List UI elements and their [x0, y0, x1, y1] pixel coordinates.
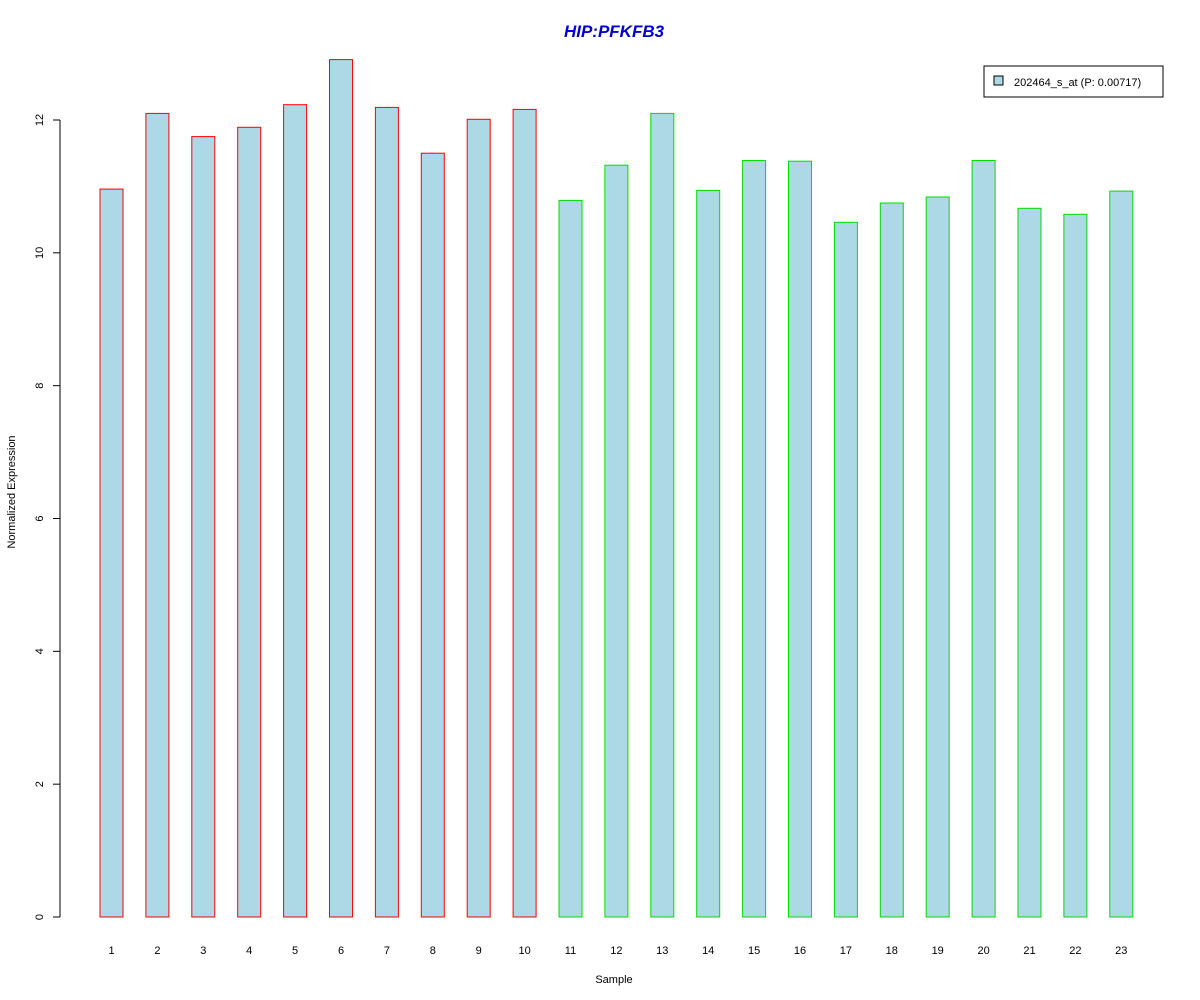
- y-tick-label: 10: [34, 247, 46, 259]
- bar-sample-1: [99, 188, 124, 918]
- x-tick-label: 9: [476, 945, 482, 957]
- bar-sample-7: [374, 106, 399, 918]
- x-tick-label: 12: [610, 945, 622, 957]
- bar-sample-16: [788, 160, 812, 918]
- bar-sample-22: [1063, 213, 1088, 918]
- y-tick-label: 12: [34, 114, 46, 126]
- bar-sample-18: [879, 202, 904, 918]
- bar-sample-10: [512, 108, 537, 918]
- bar-sample-6: [329, 59, 353, 918]
- y-axis-label: Normalized Expression: [6, 435, 18, 548]
- y-tick-label: 2: [34, 781, 46, 787]
- bar-sample-12: [604, 164, 629, 918]
- x-tick-label: 16: [794, 945, 806, 957]
- chart-title: HIP:PFKFB3: [564, 22, 665, 41]
- legend-swatch: [993, 75, 1004, 86]
- legend-box: [983, 65, 1164, 98]
- x-tick-label: 21: [1023, 945, 1035, 957]
- bar-sample-17: [833, 221, 858, 918]
- x-tick-label: 17: [840, 945, 852, 957]
- bar-sample-23: [1109, 190, 1134, 918]
- y-tick-label: 6: [34, 515, 46, 521]
- bar-sample-8: [420, 152, 445, 918]
- bar-sample-21: [1017, 207, 1042, 918]
- x-tick-label: 14: [702, 945, 714, 957]
- bar-sample-20: [971, 160, 996, 918]
- x-tick-label: 6: [338, 945, 344, 957]
- x-tick-label: 8: [430, 945, 436, 957]
- x-tick-label: 22: [1069, 945, 1081, 957]
- y-tick-label: 0: [34, 914, 46, 920]
- bars-group: [99, 59, 1134, 918]
- y-tick-label: 8: [34, 383, 46, 389]
- bar-sample-13: [650, 112, 675, 918]
- x-tick-label: 4: [246, 945, 252, 957]
- x-tick-label: 11: [565, 945, 576, 957]
- x-tick-labels: 1 2 3 4 5 6 7 8 9 10 11 12 13 14 15 16 17 18 19 20 21 22 23: [108, 945, 1127, 957]
- x-tick-label: 5: [292, 945, 298, 957]
- y-tick-label: 4: [34, 648, 46, 654]
- legend-label: 202464_s_at (P: 0.00717): [1014, 77, 1141, 89]
- x-tick-label: 2: [154, 945, 160, 957]
- bar-sample-2: [145, 112, 170, 918]
- x-tick-label: 3: [200, 945, 206, 957]
- bar-sample-14: [696, 189, 721, 918]
- legend: 202464_s_at (P: 0.00717): [983, 65, 1164, 98]
- x-tick-label: 20: [977, 945, 989, 957]
- bar-sample-5: [283, 104, 308, 918]
- x-tick-label: 18: [886, 945, 898, 957]
- x-tick-label: 7: [384, 945, 390, 957]
- x-tick-label: 23: [1115, 945, 1127, 957]
- x-tick-label: 1: [108, 945, 114, 957]
- x-tick-label: 10: [518, 945, 530, 957]
- x-tick-label: 13: [656, 945, 668, 957]
- bar-sample-9: [466, 118, 491, 918]
- bar-sample-4: [237, 126, 262, 918]
- bar-sample-3: [191, 136, 216, 918]
- bar-sample-15: [742, 160, 767, 918]
- bar-sample-19: [925, 196, 950, 918]
- x-axis-label: Sample: [595, 974, 632, 986]
- x-tick-label: 19: [932, 945, 944, 957]
- y-axis: 0 2 4 6 8 10 12: [34, 114, 61, 920]
- x-tick-label: 15: [748, 945, 760, 957]
- bar-sample-11: [558, 199, 583, 918]
